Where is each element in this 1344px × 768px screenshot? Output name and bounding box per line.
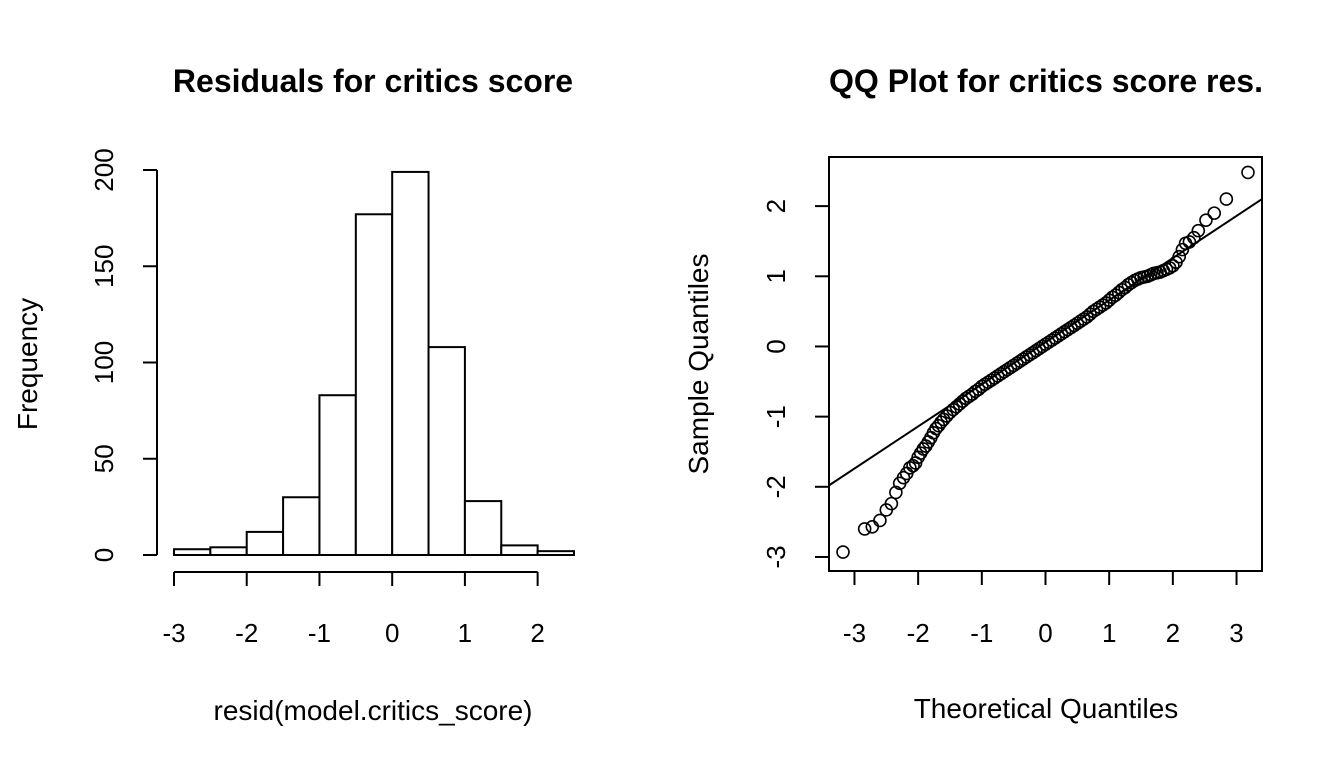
qq-y-tick-label: -3: [761, 545, 791, 568]
qq-point: [1182, 235, 1197, 249]
histogram-bar: [463, 500, 503, 557]
qq-point: [884, 496, 899, 511]
histogram-bar: [536, 550, 575, 557]
qq-points: [836, 165, 1255, 559]
histogram-y-tick-label: 200: [89, 148, 119, 191]
histogram-x-tick-label: 2: [530, 618, 544, 648]
histogram-y-tick-label: 50: [89, 444, 119, 473]
qq-plot-y-axis: -3 -2 -1 0 1 2: [761, 199, 829, 569]
histogram-y-tick-label: 100: [89, 341, 119, 384]
histogram-bar: [173, 548, 212, 556]
qq-x-tick-label: 1: [1102, 618, 1116, 648]
qq-plot-y-label: Sample Quantiles: [683, 253, 714, 474]
qq-y-tick-label: -2: [761, 475, 791, 498]
histogram-y-tick-label: 150: [89, 245, 119, 288]
histogram-y-axis: 0 50 100 150 200: [89, 148, 158, 562]
histogram-panel: Residuals for critics score resid(model.…: [12, 63, 575, 726]
qq-x-tick-label: 2: [1166, 618, 1180, 648]
histogram-x-tick-label: 0: [385, 618, 399, 648]
qq-point: [1187, 230, 1201, 245]
qq-point: [1172, 249, 1187, 264]
qq-point: [1219, 192, 1234, 206]
qq-y-tick-label: 0: [761, 339, 791, 353]
histogram-x-axis: -3 -2 -1 0 1 2: [162, 571, 545, 648]
histogram-x-tick-label: -3: [162, 618, 185, 648]
histogram-bar: [391, 170, 430, 557]
histogram-x-label: resid(model.critics_score): [214, 695, 533, 726]
histogram-y-tick-label: 0: [89, 548, 119, 562]
qq-point: [1207, 206, 1222, 220]
qq-point: [865, 519, 880, 534]
histogram-bar: [245, 530, 285, 557]
histogram-bar: [500, 544, 539, 556]
histogram-bar: [427, 346, 466, 556]
histogram-bars: [173, 170, 575, 557]
qq-plot-panel: QQ Plot for critics score res. Theoretic…: [683, 63, 1263, 724]
histogram-y-label: Frequency: [12, 298, 43, 430]
qq-point: [896, 470, 911, 485]
histogram-bar: [318, 394, 357, 556]
qq-point: [1191, 223, 1206, 238]
qq-point: [1199, 213, 1213, 227]
histogram-x-tick-label: -2: [235, 618, 258, 648]
histogram-x-tick-label: -1: [308, 618, 331, 648]
qq-point: [889, 485, 903, 500]
qq-point: [857, 522, 872, 536]
qq-y-tick-label: 2: [761, 199, 791, 213]
qq-x-tick-label: -2: [907, 618, 930, 648]
histogram-bar: [282, 496, 321, 556]
qq-plot-title: QQ Plot for critics score res.: [829, 63, 1263, 99]
qq-y-tick-label: 1: [761, 269, 791, 283]
qq-point: [873, 513, 887, 528]
qq-x-tick-label: -3: [843, 618, 866, 648]
qq-x-tick-label: -1: [970, 618, 993, 648]
qq-plot-x-label: Theoretical Quantiles: [914, 693, 1179, 724]
qq-plot-x-axis: -3 -2 -1 0 1 2 3: [843, 571, 1244, 648]
qq-point: [1241, 165, 1255, 180]
qq-point: [1166, 258, 1180, 273]
qq-x-tick-label: 0: [1038, 618, 1052, 648]
histogram-bar: [209, 546, 248, 556]
histogram-x-tick-label: 1: [458, 618, 472, 648]
qq-y-tick-label: -1: [761, 405, 791, 428]
histogram-bar: [354, 213, 394, 556]
histogram-title: Residuals for critics score: [173, 63, 573, 99]
qq-point: [836, 545, 850, 559]
qq-x-tick-label: 3: [1229, 618, 1243, 648]
qq-point: [916, 442, 931, 456]
qq-point: [1175, 242, 1190, 257]
